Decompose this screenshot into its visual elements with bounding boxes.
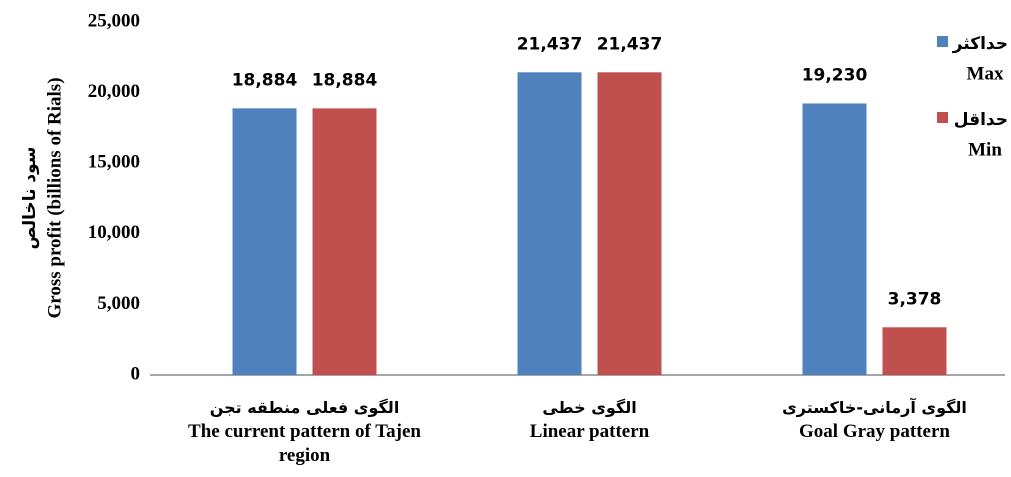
legend-swatch <box>937 112 948 123</box>
bar <box>232 108 297 376</box>
y-tick-label: 20,000 <box>88 81 140 102</box>
data-label: 19,230 <box>802 65 868 85</box>
legend-label: حداقل <box>954 110 1008 130</box>
x-tick-label-fa: الگوی فعلی منطقه تجن <box>209 398 400 417</box>
x-tick-label-fa: الگوی آرمانی-خاکستری <box>782 398 967 417</box>
data-label: 21,437 <box>597 34 663 54</box>
bar <box>802 103 867 375</box>
x-tick-label-en: Goal Gray pattern <box>799 421 950 442</box>
x-tick-label: الگوی فعلی منطقه تجن The current pattern … <box>170 396 440 468</box>
x-tick-label-en: The current pattern of Tajen region <box>188 421 421 466</box>
bar <box>882 327 947 375</box>
y-tick-label: 0 <box>131 363 141 384</box>
y-tick-label: 10,000 <box>88 222 140 243</box>
bar <box>312 108 377 376</box>
data-label: 21,437 <box>517 34 583 54</box>
legend-label: حداکثر <box>952 34 1008 54</box>
x-tick-label-en: Linear pattern <box>529 421 650 442</box>
y-tick-label: 15,000 <box>88 152 140 173</box>
legend-label-en: Max <box>967 63 1004 84</box>
x-tick-label: الگوی خطی Linear pattern <box>455 396 725 444</box>
y-axis-label-fa: سود ناخالص <box>20 147 40 250</box>
legend-swatch <box>937 36 948 47</box>
y-axis-label: Gross profit (billions of Rials) <box>44 77 65 318</box>
bar <box>597 72 662 375</box>
x-tick-label-fa: الگوی خطی <box>542 398 637 417</box>
data-label: 18,884 <box>312 70 378 90</box>
y-tick-label: 25,000 <box>88 10 140 31</box>
data-label: 18,884 <box>232 70 298 90</box>
data-label: 3,378 <box>888 289 942 309</box>
legend-label-en: Min <box>968 139 1002 160</box>
x-tick-label: الگوی آرمانی-خاکستری Goal Gray pattern <box>740 396 1010 444</box>
y-tick-label: 5,000 <box>97 293 140 314</box>
bar <box>517 72 582 375</box>
